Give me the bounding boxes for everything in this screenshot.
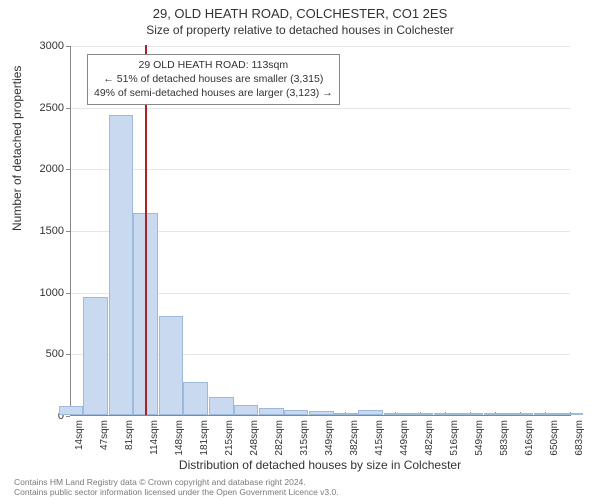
attribution-line: Contains public sector information licen… xyxy=(14,487,339,497)
x-tick-label: 482sqm xyxy=(424,420,435,456)
histogram-bar xyxy=(509,413,534,415)
histogram-bar xyxy=(83,297,108,415)
plot-area: 29 OLD HEATH ROAD: 113sqm ← 51% of detac… xyxy=(70,46,570,416)
histogram-bar xyxy=(334,413,359,415)
histogram-bar xyxy=(384,413,409,415)
x-tick-label: 248sqm xyxy=(249,420,260,456)
x-tick-label: 148sqm xyxy=(174,420,185,456)
x-tick-label: 349sqm xyxy=(324,420,335,456)
x-tick-label: 583sqm xyxy=(499,420,510,456)
x-tick-label: 282sqm xyxy=(274,420,285,456)
histogram-bar xyxy=(434,413,459,415)
annotation-box: 29 OLD HEATH ROAD: 113sqm ← 51% of detac… xyxy=(87,54,340,105)
y-tick-label: 2000 xyxy=(40,163,64,175)
x-tick-label: 415sqm xyxy=(374,420,385,456)
histogram-bar xyxy=(159,316,184,415)
x-tick-label: 81sqm xyxy=(124,420,135,450)
chart-title: 29, OLD HEATH ROAD, COLCHESTER, CO1 2ES xyxy=(0,6,600,21)
histogram-bar xyxy=(358,410,383,415)
y-tick-label: 500 xyxy=(46,348,64,360)
histogram-bar xyxy=(59,406,84,415)
x-tick-label: 114sqm xyxy=(149,420,160,455)
y-tick-label: 1500 xyxy=(40,225,64,237)
x-tick-label: 683sqm xyxy=(574,420,585,456)
histogram-bar xyxy=(534,413,559,415)
histogram-bar xyxy=(484,413,509,415)
histogram-bar xyxy=(459,413,484,415)
y-tick-label: 2500 xyxy=(40,102,64,114)
x-tick-label: 315sqm xyxy=(299,420,310,456)
x-tick-label: 382sqm xyxy=(349,420,360,456)
histogram-bar xyxy=(109,115,134,415)
annotation-line: 49% of semi-detached houses are larger (… xyxy=(94,86,333,100)
histogram-bar xyxy=(183,382,208,415)
attribution: Contains HM Land Registry data © Crown c… xyxy=(14,477,339,497)
x-tick-label: 650sqm xyxy=(549,420,560,456)
annotation-line: ← 51% of detached houses are smaller (3,… xyxy=(94,72,333,86)
x-tick-label: 616sqm xyxy=(524,420,535,456)
x-tick-label: 47sqm xyxy=(99,420,110,450)
x-tick-label: 14sqm xyxy=(74,420,85,450)
x-tick-label: 516sqm xyxy=(449,420,460,456)
y-tick-label: 1000 xyxy=(40,287,64,299)
x-tick-label: 549sqm xyxy=(474,420,485,456)
x-tick-label: 449sqm xyxy=(399,420,410,456)
histogram-bar xyxy=(559,413,584,415)
y-ticks: 050010001500200025003000 xyxy=(0,46,70,416)
y-tick-label: 3000 xyxy=(40,40,64,52)
chart-container: 29, OLD HEATH ROAD, COLCHESTER, CO1 2ES … xyxy=(0,0,600,500)
attribution-line: Contains HM Land Registry data © Crown c… xyxy=(14,477,339,487)
title-block: 29, OLD HEATH ROAD, COLCHESTER, CO1 2ES … xyxy=(0,0,600,37)
annotation-line: 29 OLD HEATH ROAD: 113sqm xyxy=(94,58,333,72)
histogram-bar xyxy=(284,410,309,415)
x-tick-label: 215sqm xyxy=(224,420,235,456)
histogram-bar xyxy=(408,413,433,415)
x-axis-label: Distribution of detached houses by size … xyxy=(70,458,570,472)
histogram-bar xyxy=(234,405,259,415)
histogram-bar xyxy=(259,408,284,415)
histogram-bar xyxy=(209,397,234,416)
x-tick-label: 181sqm xyxy=(199,420,210,456)
chart-subtitle: Size of property relative to detached ho… xyxy=(0,23,600,37)
histogram-bar xyxy=(309,411,334,415)
